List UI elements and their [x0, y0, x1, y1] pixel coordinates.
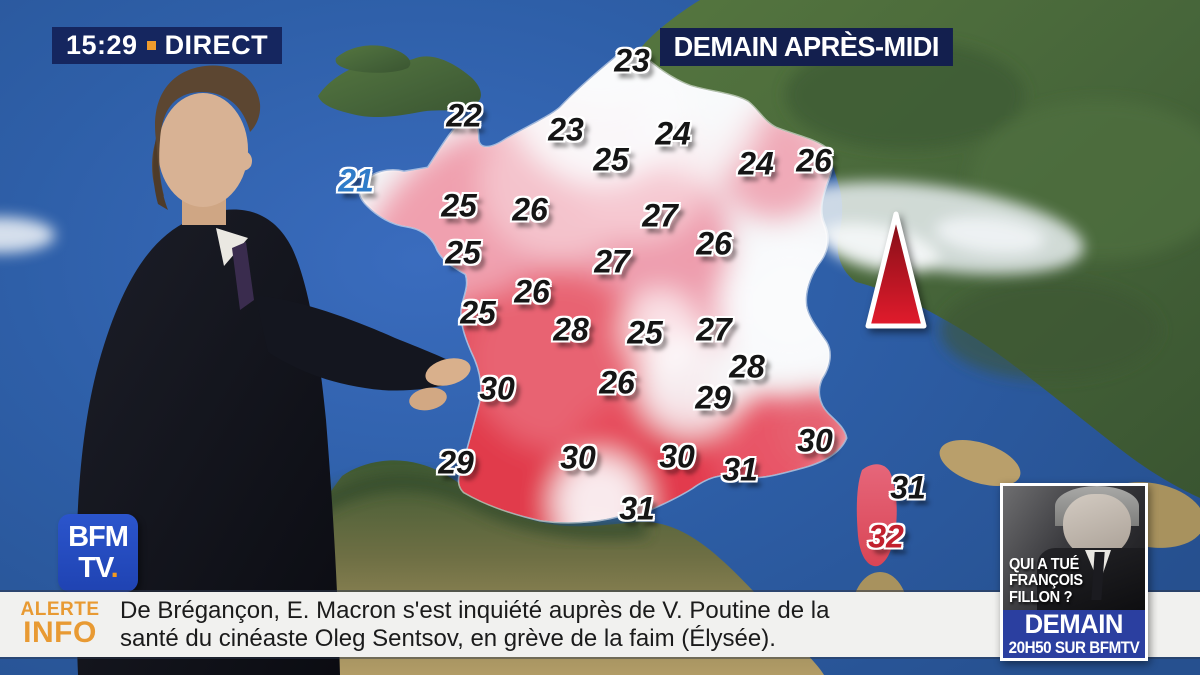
logo-orange-dot: .: [110, 552, 119, 584]
alert-info-label: ALERTE INFO: [0, 599, 120, 650]
promo-question-line3: FILLON ?: [1009, 588, 1073, 606]
promo-schedule-banner: DEMAIN 20H50 SUR BFMTV: [1003, 610, 1145, 658]
time-live-box: 15:29 DIRECT: [52, 27, 283, 64]
clock-time: 15:29: [66, 30, 138, 60]
portrait-face: [1063, 494, 1131, 558]
bfmtv-logo-line2: TV.: [78, 552, 119, 584]
france-heatmap: [358, 48, 897, 567]
promo-question-line2: FRANÇOIS: [1009, 572, 1083, 589]
corsica-island: [856, 464, 897, 567]
fillon-portrait-photo: QUI A TUÉ FRANÇOIS FILLON ?: [1003, 486, 1145, 610]
alert-label-line1: ALERTE: [20, 599, 100, 621]
live-label: DIRECT: [164, 30, 269, 60]
promo-question-line1: QUI A TUÉ: [1009, 555, 1080, 573]
live-dot-icon: [146, 41, 156, 50]
alert-label-line2: INFO: [23, 616, 97, 650]
promo-where: 20H50 SUR BFMTV: [1008, 639, 1140, 658]
uk-landmass: [318, 45, 481, 118]
bfmtv-logo-line1: BFM: [68, 521, 129, 553]
promo-when: DEMAIN: [1024, 609, 1124, 640]
storm-warning-triangle-icon: [865, 211, 927, 329]
forecast-title-banner: DEMAIN APRÈS-MIDI: [660, 28, 953, 66]
europe-landmass: [0, 0, 1200, 548]
ticker-line1: De Brégançon, E. Macron s'est inquiété a…: [120, 596, 830, 624]
program-promo-box: QUI A TUÉ FRANÇOIS FILLON ? DEMAIN 20H50…: [1000, 483, 1148, 661]
bfmtv-logo: BFM TV.: [58, 514, 138, 592]
ticker-text: De Brégançon, E. Macron s'est inquiété a…: [120, 597, 829, 653]
forecast-title: DEMAIN APRÈS-MIDI: [673, 31, 940, 62]
promo-question: QUI A TUÉ FRANÇOIS FILLON ?: [1009, 555, 1083, 607]
ticker-line2: santé du cinéaste Oleg Sentsov, en grève…: [120, 624, 776, 652]
